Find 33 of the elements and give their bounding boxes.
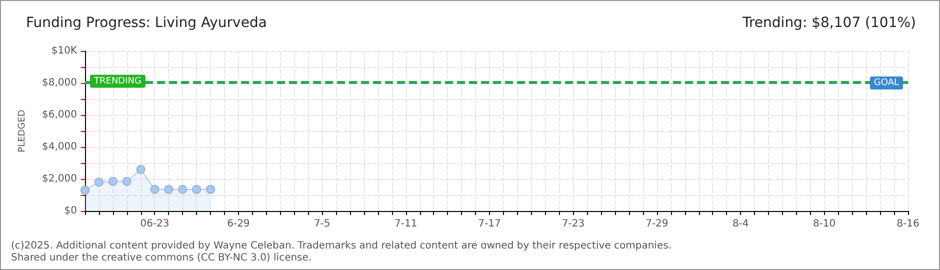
point (122, 176, 132, 186)
x-tick-label: 7-11 (394, 218, 418, 230)
point (136, 164, 146, 174)
point (164, 184, 174, 194)
x-tick-label: 06-23 (140, 218, 170, 230)
ref-line-label: GOAL (874, 78, 899, 88)
y-tick-label: $6,000 (42, 110, 77, 120)
x-tick-label: 7-23 (562, 218, 585, 230)
x-tick-label: 8-4 (732, 218, 749, 230)
chart-title: Funding Progress: Living Ayurveda (26, 15, 267, 31)
y-tick-label: $10K (51, 46, 78, 56)
point (178, 184, 188, 194)
y-axis-title: PLEDGED (18, 110, 28, 152)
x-tick-label: 6-29 (227, 218, 250, 230)
y-tick-label: $8,000 (42, 78, 77, 88)
point (94, 178, 104, 187)
ref-line-label: TRENDING (93, 76, 142, 86)
point (80, 186, 90, 195)
chart-subtitle: Trending: $8,107 (101%) (741, 15, 916, 31)
point (206, 184, 216, 194)
x-tick-label: 7-29 (646, 218, 668, 230)
y-tick-label: $4,000 (42, 142, 77, 152)
x-tick-label: 7-5 (314, 218, 330, 230)
point (150, 184, 160, 194)
point (108, 176, 118, 186)
y-tick-label: $2,000 (42, 174, 77, 184)
point (192, 184, 202, 194)
text: Shared under the creative commons (CC BY-NC 3.0) license. (11, 252, 312, 264)
x-tick-label: 8-16 (896, 218, 920, 230)
x-tick-label: 7-17 (478, 218, 501, 230)
text: (c)2025. Additional content provided by Wayne Celeban. Trademarks and related content are owned by their respective companies. (11, 240, 672, 252)
y-tick-label: $0 (64, 206, 77, 216)
x-tick-label: 8-10 (812, 218, 836, 230)
